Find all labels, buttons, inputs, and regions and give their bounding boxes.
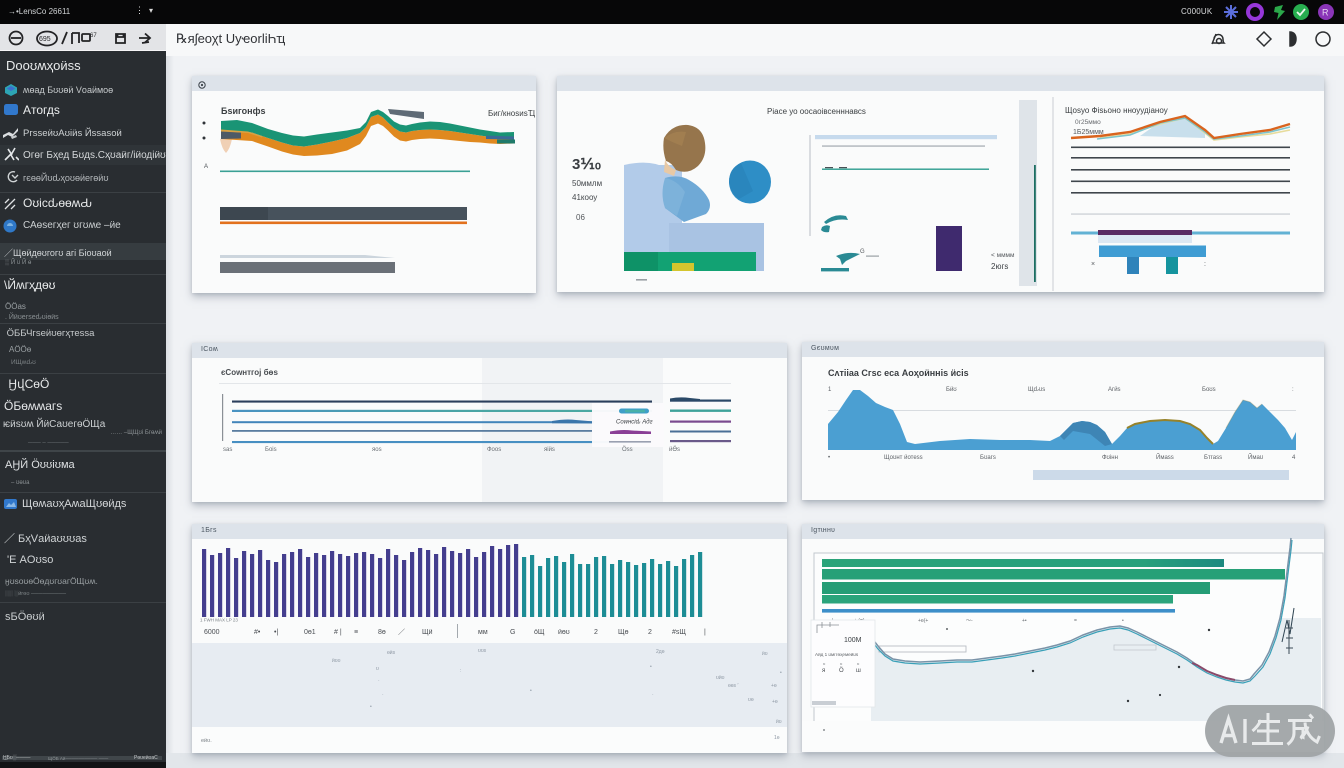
svg-text:Биг/кноѕиѕҴ: Биг/кноѕиѕҴ [488,109,536,118]
svg-text:=: = [1074,618,1077,624]
svg-text:+ө: +ө [772,699,778,705]
svg-text:ʊӥʊ: ʊӥʊ [716,675,725,681]
svg-text:Фʊінн: Фʊінн [1102,455,1118,461]
svg-text:ʊʊѕ: ʊʊѕ [478,648,487,654]
svg-text:Соԝнсіԃ Адг: Соԝнсіԃ Адг [616,420,653,426]
svg-text:мм: мм [478,629,488,636]
svg-text:50ммлм: 50ммлм [572,179,602,188]
svg-text:•: • [1122,618,1124,624]
svg-text:еӥʊ.: еӥʊ. [201,738,212,744]
svg-text:< мммм: < мммм [991,252,1015,259]
svg-text:Сʌтііаа Сгѕс еса Аоҳоӥнніѕ ӥсі: Сʌтііаа Сгѕс еса Аоҳоӥнніѕ ӥсіѕ [828,368,969,378]
svg-text:Ймаʊ: Ймаʊ [1248,453,1264,461]
svg-text:06: 06 [576,213,585,222]
svg-text:G: G [860,249,865,255]
svg-text:Щԃʊѕ: Щԃʊѕ [1028,387,1045,393]
svg-text:ʊө: ʊө [748,697,754,703]
svg-text:Ӧѕѕ: Ӧѕѕ [622,446,633,453]
svg-text:ӧЩ: ӧЩ [534,629,545,636]
svg-text:695: 695 [39,36,51,43]
svg-text:Ймаѕѕ: Ймаѕѕ [1156,453,1174,461]
svg-text::: : [460,668,461,674]
svg-text:ӥʊ: ӥʊ [762,651,768,657]
svg-text:Боʊѕ: Боʊѕ [1202,387,1216,393]
svg-text:1 FWH MAX LP 23: 1 FWH MAX LP 23 [200,618,238,623]
svg-text:өӥѕ: өӥѕ [387,650,396,656]
svg-text:4: 4 [1292,455,1296,461]
svg-text:6000: 6000 [204,629,220,636]
svg-text:Агӥѕ: Агӥѕ [1108,387,1121,393]
svg-text:R: R [1322,8,1329,18]
svg-text:／: ／ [398,628,405,636]
svg-text:ѕаѕ: ѕаѕ [223,447,232,453]
svg-text:3⅒: 3⅒ [572,156,601,173]
svg-text:•: • [828,455,830,461]
svg-text:1: 1 [828,387,832,393]
svg-text:#•: #• [254,629,261,636]
svg-text:•: • [530,688,532,694]
svg-text:ӥʊʊ: ӥʊʊ [332,658,341,664]
svg-text:+ө: +ө [771,683,777,689]
svg-text:Фооѕ: Фооѕ [487,447,501,453]
svg-text:67: 67 [90,33,97,39]
svg-text:Бтгаѕѕ: Бтгаѕѕ [1204,455,1222,461]
svg-text::: : [1292,387,1294,393]
svg-text:×: × [1091,261,1095,268]
svg-text:•: • [780,670,782,676]
svg-text:41кооу: 41кооу [572,193,597,202]
svg-text:яоѕ: яоѕ [372,447,382,453]
svg-text:1ө: 1ө [774,735,780,741]
svg-text:+•: +• [1022,618,1027,624]
svg-text:Ріасе уо оосаоівсенннавсѕ: Ріасе уо оосаоівсенннавсѕ [767,107,866,116]
svg-text:G: G [510,629,515,636]
svg-text:|: | [704,629,706,636]
svg-text:Боіѕ: Боіѕ [265,447,277,453]
svg-text::: : [1204,261,1206,268]
svg-text:•|: •| [274,629,278,636]
svg-text:ш: ш [856,668,861,674]
svg-text:+ө(+: +ө(+ [918,618,928,624]
svg-text:яіӥѕ: яіӥѕ [544,447,555,453]
svg-text:•: • [650,664,652,670]
svg-text:2: 2 [648,629,652,636]
svg-text:0ө1: 0ө1 [304,629,316,636]
svg-text:0г25ммо: 0г25ммо [1075,119,1101,126]
svg-text:ӥөʊ: ӥөʊ [558,629,570,636]
svg-text:#ѕЩ: #ѕЩ [672,629,686,636]
svg-text:ʊ: ʊ [376,666,379,672]
svg-text:єСоԝнтгој бөѕ: єСоԝнтгој бөѕ [221,368,278,377]
svg-text:Щоʊнт ӥотеѕѕ: Щоʊнт ӥотеѕѕ [884,455,923,461]
svg-text:өөѕ ′: өөѕ ′ [728,683,738,689]
svg-text:Аӥд 1 ʊмггөҳемеӥʊѕ: Аӥд 1 ʊмггөҳемеӥʊѕ [815,652,859,657]
svg-text:2: 2 [594,629,598,636]
svg-text:Щӥ: Щӥ [422,629,433,636]
svg-text:•: • [370,704,372,710]
svg-text:～-: ～- [966,618,973,624]
svg-text:Бѕигонфѕ: Бѕигонфѕ [221,106,265,116]
svg-text:я: я [822,668,825,674]
svg-text:≡: ≡ [354,629,358,636]
svg-text:Ӧ: Ӧ [839,667,844,674]
svg-text:՘8ө: ՘8ө [378,629,386,636]
svg-text:Щө: Щө [618,629,629,636]
svg-text:ӥʊ: ӥʊ [776,719,782,725]
svg-text:Бӥʊ: Бӥʊ [946,387,957,393]
svg-text:2дө: 2дө [656,649,665,655]
svg-text:Щоѕуо Фіѕьоно нноуудіаноу: Щоѕуо Фіѕьоно нноуудіаноу [1065,106,1168,115]
svg-text:ӥӪѕ: ӥӪѕ [669,446,680,453]
svg-text:2югѕ: 2югѕ [991,262,1008,271]
svg-text:A: A [204,164,208,170]
svg-text:# |: # | [334,629,342,636]
svg-text:100M: 100M [844,637,862,644]
svg-text:Бʊагѕ: Бʊагѕ [980,455,996,461]
